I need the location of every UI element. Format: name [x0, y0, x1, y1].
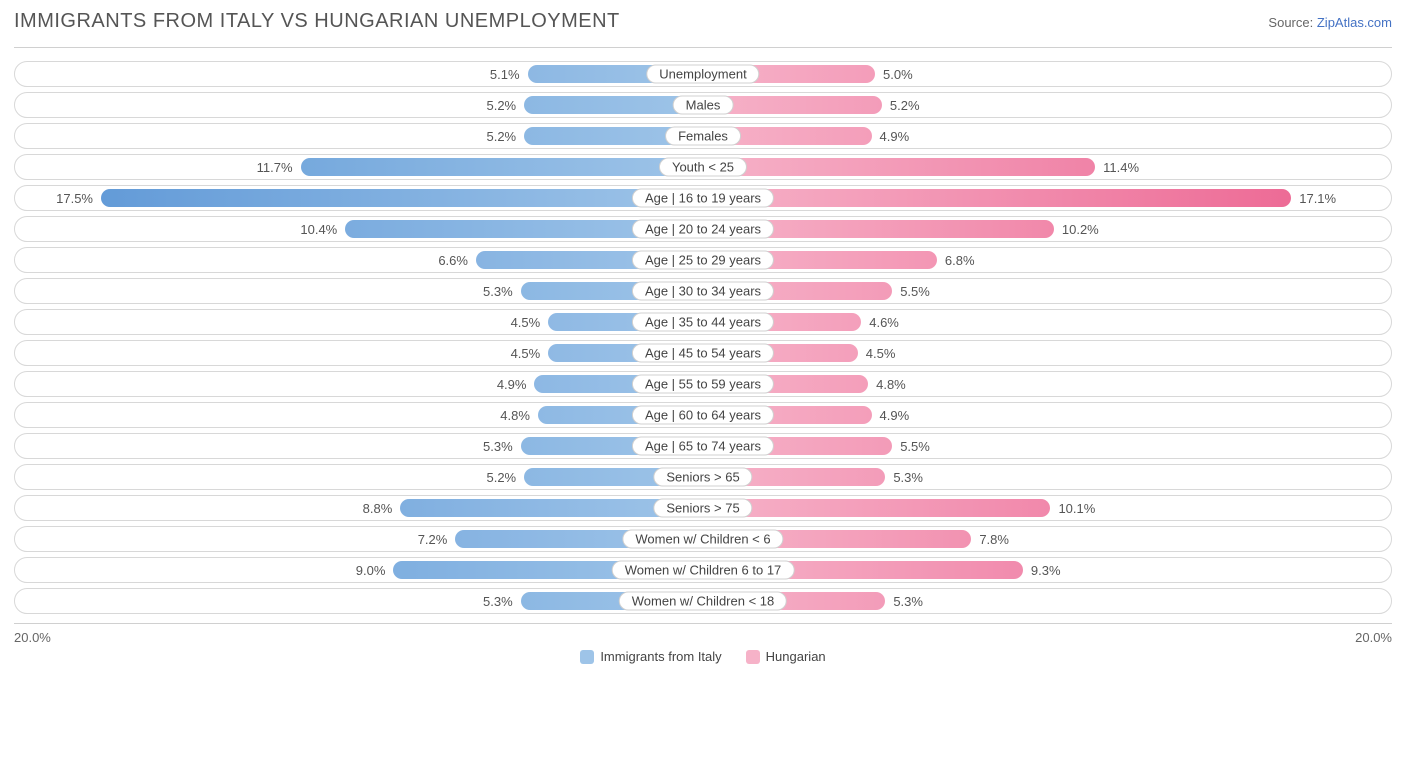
legend-label-right: Hungarian	[766, 649, 826, 664]
chart-row: 4.5% 4.6% Age | 35 to 44 years	[14, 309, 1392, 335]
value-right: 6.8%	[945, 248, 975, 272]
value-left: 5.3%	[483, 279, 513, 303]
value-left: 6.6%	[438, 248, 468, 272]
value-right: 4.9%	[880, 124, 910, 148]
value-right: 5.2%	[890, 93, 920, 117]
value-right: 10.2%	[1062, 217, 1099, 241]
chart-row: 4.5% 4.5% Age | 45 to 54 years	[14, 340, 1392, 366]
legend-item-right: Hungarian	[746, 649, 826, 664]
chart-row: 4.9% 4.8% Age | 55 to 59 years	[14, 371, 1392, 397]
chart-row: 10.4% 10.2% Age | 20 to 24 years	[14, 216, 1392, 242]
row-label: Age | 25 to 29 years	[632, 251, 774, 270]
value-left: 17.5%	[56, 186, 93, 210]
row-label: Age | 16 to 19 years	[632, 189, 774, 208]
row-label: Age | 20 to 24 years	[632, 220, 774, 239]
value-right: 5.3%	[893, 589, 923, 613]
value-left: 11.7%	[257, 155, 293, 179]
row-label: Women w/ Children < 18	[619, 592, 787, 611]
value-left: 9.0%	[356, 558, 386, 582]
legend: Immigrants from Italy Hungarian	[14, 649, 1392, 664]
axis-left-max: 20.0%	[14, 630, 51, 645]
value-left: 4.9%	[497, 372, 527, 396]
value-right: 10.1%	[1058, 496, 1095, 520]
value-left: 4.5%	[511, 310, 541, 334]
value-left: 4.8%	[500, 403, 530, 427]
chart-row: 7.2% 7.8% Women w/ Children < 6	[14, 526, 1392, 552]
value-right: 9.3%	[1031, 558, 1061, 582]
bar-left	[101, 189, 703, 207]
axis-right-max: 20.0%	[1355, 630, 1392, 645]
value-left: 7.2%	[418, 527, 448, 551]
chart-row: 5.3% 5.5% Age | 65 to 74 years	[14, 433, 1392, 459]
row-label: Age | 55 to 59 years	[632, 375, 774, 394]
chart-row: 5.2% 5.3% Seniors > 65	[14, 464, 1392, 490]
value-left: 5.3%	[483, 589, 513, 613]
value-left: 5.1%	[490, 62, 520, 86]
legend-label-left: Immigrants from Italy	[600, 649, 721, 664]
value-right: 7.8%	[979, 527, 1009, 551]
row-label: Age | 45 to 54 years	[632, 344, 774, 363]
value-right: 17.1%	[1299, 186, 1336, 210]
value-right: 5.5%	[900, 279, 930, 303]
chart-row: 5.3% 5.5% Age | 30 to 34 years	[14, 278, 1392, 304]
chart-row: 5.2% 5.2% Males	[14, 92, 1392, 118]
row-label: Youth < 25	[659, 158, 747, 177]
chart-row: 9.0% 9.3% Women w/ Children 6 to 17	[14, 557, 1392, 583]
row-label: Women w/ Children 6 to 17	[612, 561, 795, 580]
row-label: Unemployment	[646, 65, 759, 84]
bar-right	[703, 158, 1095, 176]
row-label: Age | 65 to 74 years	[632, 437, 774, 456]
row-label: Women w/ Children < 6	[622, 530, 783, 549]
chart-header: IMMIGRANTS FROM ITALY VS HUNGARIAN UNEMP…	[14, 10, 1392, 33]
value-left: 5.2%	[486, 93, 516, 117]
value-left: 5.2%	[486, 465, 516, 489]
value-right: 5.0%	[883, 62, 913, 86]
bar-right	[703, 189, 1291, 207]
value-left: 4.5%	[511, 341, 541, 365]
value-left: 10.4%	[300, 217, 337, 241]
value-right: 4.8%	[876, 372, 906, 396]
chart-row: 5.1% 5.0% Unemployment	[14, 61, 1392, 87]
chart-row: 5.3% 5.3% Women w/ Children < 18	[14, 588, 1392, 614]
chart-row: 11.7% 11.4% Youth < 25	[14, 154, 1392, 180]
legend-item-left: Immigrants from Italy	[580, 649, 721, 664]
chart-row: 17.5% 17.1% Age | 16 to 19 years	[14, 185, 1392, 211]
x-axis: 20.0% 20.0%	[14, 630, 1392, 645]
value-left: 5.2%	[486, 124, 516, 148]
chart-row: 8.8% 10.1% Seniors > 75	[14, 495, 1392, 521]
value-left: 5.3%	[483, 434, 513, 458]
row-label: Age | 60 to 64 years	[632, 406, 774, 425]
chart-row: 4.8% 4.9% Age | 60 to 64 years	[14, 402, 1392, 428]
source-link[interactable]: ZipAtlas.com	[1317, 15, 1392, 30]
value-right: 5.5%	[900, 434, 930, 458]
source-label: Source:	[1268, 15, 1313, 30]
value-right: 5.3%	[893, 465, 923, 489]
value-left: 8.8%	[363, 496, 393, 520]
row-label: Age | 30 to 34 years	[632, 282, 774, 301]
value-right: 11.4%	[1103, 155, 1139, 179]
row-label: Males	[673, 96, 734, 115]
legend-swatch-left	[580, 650, 594, 664]
row-label: Seniors > 75	[653, 499, 752, 518]
chart-row: 5.2% 4.9% Females	[14, 123, 1392, 149]
value-right: 4.6%	[869, 310, 899, 334]
value-right: 4.5%	[866, 341, 896, 365]
row-label: Age | 35 to 44 years	[632, 313, 774, 332]
row-label: Seniors > 65	[653, 468, 752, 487]
diverging-bar-chart: 5.1% 5.0% Unemployment 5.2% 5.2% Males 5.2% 4.9…	[14, 47, 1392, 624]
legend-swatch-right	[746, 650, 760, 664]
value-right: 4.9%	[880, 403, 910, 427]
bar-right	[703, 499, 1050, 517]
bar-left	[301, 158, 703, 176]
chart-row: 6.6% 6.8% Age | 25 to 29 years	[14, 247, 1392, 273]
row-label: Females	[665, 127, 741, 146]
chart-title: IMMIGRANTS FROM ITALY VS HUNGARIAN UNEMP…	[14, 10, 620, 33]
chart-source: Source: ZipAtlas.com	[1268, 15, 1392, 30]
